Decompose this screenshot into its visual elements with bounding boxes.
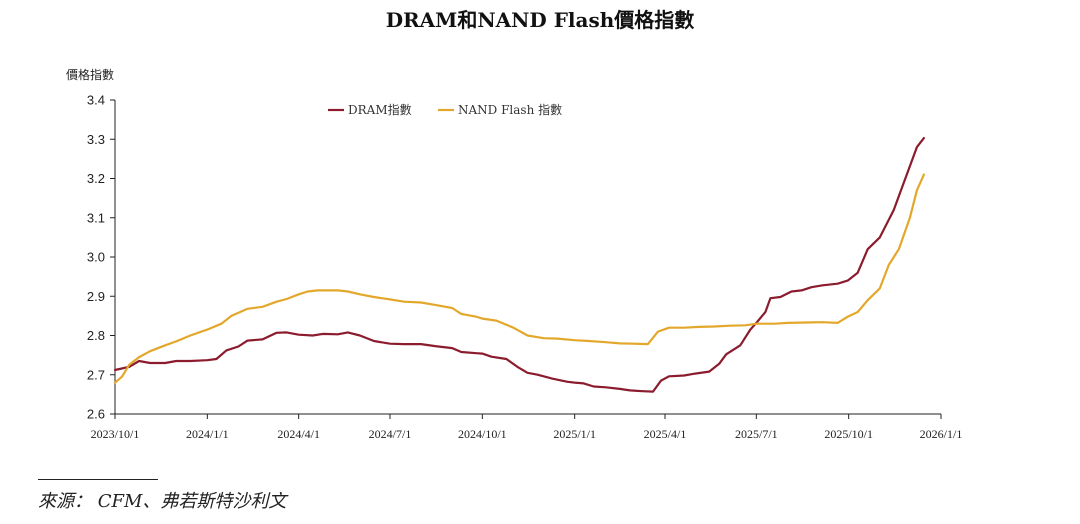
x-tick-label: 2024/1/1 (186, 427, 229, 441)
y-tick-label: 3.1 (87, 210, 105, 225)
y-tick-label: 3.2 (87, 171, 105, 186)
series-line-1 (113, 173, 926, 384)
x-tick-label: 2025/1/1 (553, 427, 596, 441)
source-divider (38, 479, 158, 480)
legend-label: NAND Flash 指數 (458, 102, 562, 117)
x-tick-label: 2024/4/1 (277, 427, 320, 441)
legend: DRAM指數 NAND Flash 指數 (328, 102, 562, 117)
y-tick-label: 3.4 (87, 93, 105, 108)
x-tick-label: 2025/7/1 (735, 427, 778, 441)
y-tick-label: 2.6 (87, 407, 105, 422)
x-tick-label: 2025/10/1 (824, 427, 873, 441)
chart-title: DRAM和NAND Flash價格指數 (385, 8, 695, 32)
x-tick-label: 2024/10/1 (458, 427, 507, 441)
y-tick-label: 3.0 (87, 250, 105, 265)
series-lines (113, 137, 926, 393)
y-tick-label: 3.3 (87, 132, 105, 147)
legend-label: DRAM指數 (348, 102, 412, 117)
y-tick-label: 2.8 (87, 328, 105, 343)
x-ticks: 2023/10/1 2024/1/1 2024/4/1 2024/7/1 2024/10… (91, 414, 963, 441)
y-ticks: 2.6 2.7 2.8 2.9 3.0 3.1 3.2 3.3 3.4 (87, 93, 115, 422)
x-tick-label: 2024/7/1 (369, 427, 412, 441)
y-axis-label: 價格指數 (66, 67, 114, 82)
source-note: 來源： CFM、弗若斯特沙利文 (38, 491, 287, 512)
x-tick-label: 2026/1/1 (920, 427, 963, 441)
y-tick-label: 2.7 (87, 367, 105, 382)
x-tick-label: 2025/4/1 (644, 427, 687, 441)
series-line-0 (113, 137, 926, 393)
x-tick-label: 2023/10/1 (91, 427, 140, 441)
y-tick-label: 2.9 (87, 289, 105, 304)
